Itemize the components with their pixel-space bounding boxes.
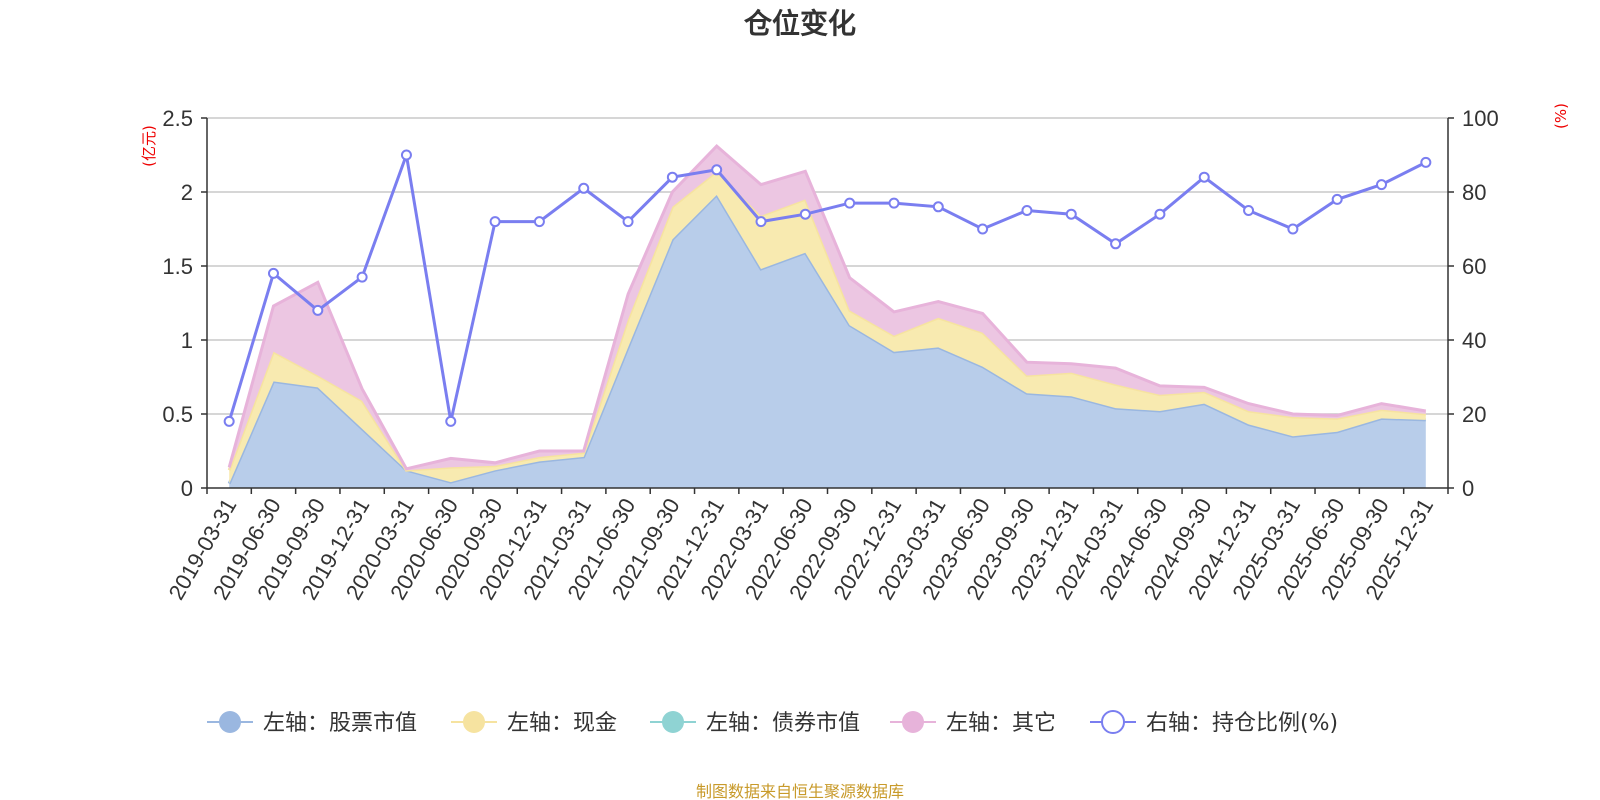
stacked-areas [227,144,1427,488]
left-tick-label: 1.5 [162,254,193,279]
legend-swatch-marker [1101,710,1125,734]
data-source-note: 制图数据来自恒生聚源数据库 [696,782,904,800]
ratio-point [1198,171,1210,183]
ratio-point [799,208,811,220]
left-tick-label: 2.5 [162,106,193,131]
ratio-point [666,171,678,183]
left-axis-unit: (亿元) [140,125,158,167]
ratio-point [1110,238,1122,250]
area-edge-左轴：其它 [227,144,1427,471]
legend-swatch-marker [662,711,684,733]
area-左轴：股票市值 [229,195,1426,488]
right-axis-unit: (%) [1552,103,1570,129]
legend-swatch-marker [902,711,924,733]
left-tick-label: 0 [181,476,193,501]
ratio-line-path [227,149,1427,422]
ratio-line [223,149,1432,427]
legend-item: 左轴：现金 [451,711,617,736]
ratio-point [1243,205,1255,216]
legend: 左轴：股票市值 左轴：现金 左轴：债券市值 左轴：其它 右轴：持仓比例(%) [207,710,1338,736]
legend-label: 左轴：股票市值 [263,711,417,736]
ratio-point [445,415,457,427]
ratio-point [711,164,723,176]
ratio-point [932,201,944,213]
ratio-point [844,197,856,209]
ratio-point [888,197,900,209]
right-tick-label: 0 [1462,476,1474,501]
ratio-point [622,216,634,228]
legend-label: 左轴：其它 [946,711,1056,736]
ratio-point [1331,193,1343,205]
ratio-point [1065,208,1077,220]
ratio-point [1021,205,1033,216]
ratio-point [223,415,235,427]
legend-item: 右轴：持仓比例(%) [1090,710,1338,736]
left-tick-label: 0.5 [162,402,193,427]
left-tick-label: 2 [181,180,193,205]
ratio-point [1154,208,1166,220]
legend-swatch-marker [463,711,485,733]
ratio-point [578,182,590,194]
legend-swatch-marker [219,711,241,733]
ratio-point [1420,156,1432,168]
ratio-point [356,271,368,283]
right-tick-label: 100 [1462,106,1499,131]
right-tick-label: 20 [1462,402,1486,427]
legend-item: 左轴：债券市值 [650,711,860,736]
ratio-point [977,223,989,235]
ratio-point [400,149,412,161]
ratio-point [489,216,501,228]
area-左轴：现金 [229,171,1426,484]
right-tick-label: 60 [1462,254,1486,279]
ratio-point [1376,179,1388,191]
legend-label: 左轴：债券市值 [706,711,860,736]
ratio-point [267,267,279,279]
legend-label: 左轴：现金 [507,711,617,736]
chart-title: 仓位变化 [744,7,856,40]
ratio-point [1287,223,1299,235]
ratio-point [312,304,324,316]
legend-label: 右轴：持仓比例(%) [1146,711,1338,736]
legend-item: 左轴：其它 [890,711,1056,736]
ratio-point [755,216,767,228]
right-tick-label: 40 [1462,328,1486,353]
right-tick-label: 80 [1462,180,1486,205]
left-tick-label: 1 [181,328,193,353]
ratio-point [533,216,545,228]
legend-item: 左轴：股票市值 [207,711,417,736]
